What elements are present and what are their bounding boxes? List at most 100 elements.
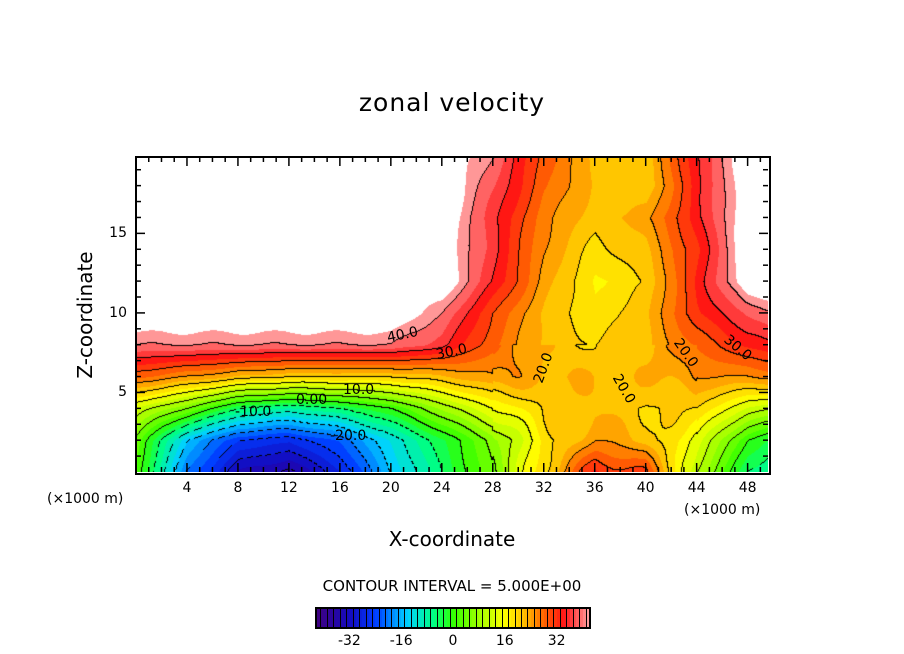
colorbar-swatch bbox=[546, 609, 551, 627]
colorbar-swatch bbox=[462, 609, 466, 627]
x-tick-label: 20 bbox=[381, 480, 400, 496]
colorbar-swatch bbox=[326, 609, 330, 627]
colorbar-tick-label: 16 bbox=[495, 633, 514, 649]
colorbar-swatch bbox=[368, 609, 373, 627]
contour-label: 10.0 bbox=[343, 382, 375, 398]
colorbar-swatch bbox=[401, 609, 405, 627]
x-tick-label: 4 bbox=[182, 480, 192, 496]
colorbar-swatch bbox=[563, 609, 567, 627]
colorbar-swatch bbox=[342, 609, 347, 627]
x-unit-label-right: (×1000 m) bbox=[684, 502, 761, 518]
colorbar-swatch bbox=[530, 609, 534, 627]
contour-label: -20.0 bbox=[330, 428, 367, 444]
colorbar-swatch bbox=[553, 609, 557, 627]
plot-frame bbox=[135, 156, 771, 475]
x-tick-label: 32 bbox=[534, 480, 553, 496]
x-unit-label-left: (×1000 m) bbox=[47, 491, 124, 507]
colorbar-swatch bbox=[472, 609, 476, 627]
colorbar-swatch bbox=[362, 609, 366, 627]
y-tick-label: 15 bbox=[109, 225, 127, 242]
colorbar-swatch bbox=[397, 609, 402, 627]
x-tick-label: 36 bbox=[585, 480, 604, 496]
colorbar-swatch bbox=[453, 609, 457, 627]
colorbar-swatch bbox=[482, 609, 486, 627]
colorbar-swatch bbox=[323, 609, 327, 627]
colorbar-swatch bbox=[339, 609, 343, 627]
colorbar-tick-label: -32 bbox=[337, 633, 361, 649]
colorbar-swatch bbox=[385, 609, 389, 627]
contour-interval-text: CONTOUR INTERVAL = 5.000E+00 bbox=[322, 577, 582, 595]
colorbar-swatch bbox=[478, 609, 483, 627]
colorbar-swatch bbox=[378, 609, 382, 627]
colorbar-swatch bbox=[508, 609, 512, 627]
colorbar-swatch bbox=[433, 609, 437, 627]
colorbar-tick-label: 0 bbox=[448, 633, 458, 649]
colorbar-swatch bbox=[559, 609, 564, 627]
colorbar-swatch bbox=[430, 609, 434, 627]
colorbar bbox=[315, 607, 591, 629]
colorbar-swatch bbox=[550, 609, 554, 627]
colorbar-swatch bbox=[469, 609, 473, 627]
x-tick-label: 8 bbox=[233, 480, 243, 496]
x-tick-label: 28 bbox=[483, 480, 502, 496]
colorbar-swatch bbox=[414, 609, 418, 627]
colorbar-swatch bbox=[372, 609, 376, 627]
colorbar-swatch bbox=[349, 609, 353, 627]
x-tick-label: 44 bbox=[687, 480, 706, 496]
colorbar-swatch bbox=[556, 609, 560, 627]
contour-label: 0.00 bbox=[296, 392, 328, 408]
colorbar-tick-label: -16 bbox=[389, 633, 413, 649]
colorbar-swatch bbox=[417, 609, 421, 627]
colorbar-swatch bbox=[388, 609, 392, 627]
colorbar-swatch bbox=[459, 609, 463, 627]
x-tick-label: 48 bbox=[738, 480, 757, 496]
colorbar-swatch bbox=[504, 609, 509, 627]
colorbar-swatch bbox=[543, 609, 547, 627]
colorbar-swatch bbox=[501, 609, 505, 627]
colorbar-swatch bbox=[488, 609, 492, 627]
colorbar-swatch bbox=[407, 609, 411, 627]
colorbar-swatch bbox=[391, 609, 395, 627]
colorbar-swatch bbox=[527, 609, 531, 627]
colorbar-swatch bbox=[375, 609, 379, 627]
y-tick-label: 10 bbox=[109, 304, 127, 321]
colorbar-swatch bbox=[381, 609, 385, 627]
colorbar-swatch bbox=[420, 609, 424, 627]
colorbar-swatch bbox=[355, 609, 360, 627]
colorbar-swatch bbox=[443, 609, 447, 627]
colorbar-swatch bbox=[333, 609, 337, 627]
colorbar-swatch bbox=[436, 609, 441, 627]
colorbar-swatch bbox=[359, 609, 363, 627]
x-tick-label: 16 bbox=[330, 480, 349, 496]
colorbar-swatch bbox=[449, 609, 453, 627]
colorbar-swatch bbox=[329, 609, 334, 627]
contour-label: -10.0 bbox=[235, 404, 272, 420]
colorbar-swatch bbox=[533, 609, 538, 627]
colorbar-swatch bbox=[394, 609, 398, 627]
colorbar-swatch bbox=[336, 609, 340, 627]
colorbar-swatch bbox=[569, 609, 573, 627]
colorbar-swatch bbox=[491, 609, 496, 627]
y-axis-label: Z-coordinate bbox=[73, 251, 97, 379]
colorbar-swatch bbox=[475, 609, 479, 627]
colorbar-swatch bbox=[585, 609, 589, 627]
colorbar-swatch bbox=[514, 609, 518, 627]
colorbar-swatch bbox=[465, 609, 470, 627]
colorbar-swatch bbox=[365, 609, 369, 627]
colorbar-swatch bbox=[498, 609, 502, 627]
colorbar-swatch bbox=[576, 609, 580, 627]
colorbar-swatch bbox=[566, 609, 570, 627]
colorbar-swatch bbox=[495, 609, 499, 627]
colorbar-swatch bbox=[540, 609, 544, 627]
colorbar-swatch bbox=[517, 609, 521, 627]
x-tick-label: 40 bbox=[636, 480, 655, 496]
colorbar-swatch bbox=[511, 609, 515, 627]
colorbar-swatch bbox=[440, 609, 444, 627]
colorbar-swatch bbox=[317, 609, 321, 627]
colorbar-swatch bbox=[524, 609, 528, 627]
colorbar-swatch bbox=[410, 609, 415, 627]
colorbar-swatch bbox=[582, 609, 586, 627]
contour-fill bbox=[136, 157, 768, 472]
colorbar-swatch bbox=[427, 609, 431, 627]
